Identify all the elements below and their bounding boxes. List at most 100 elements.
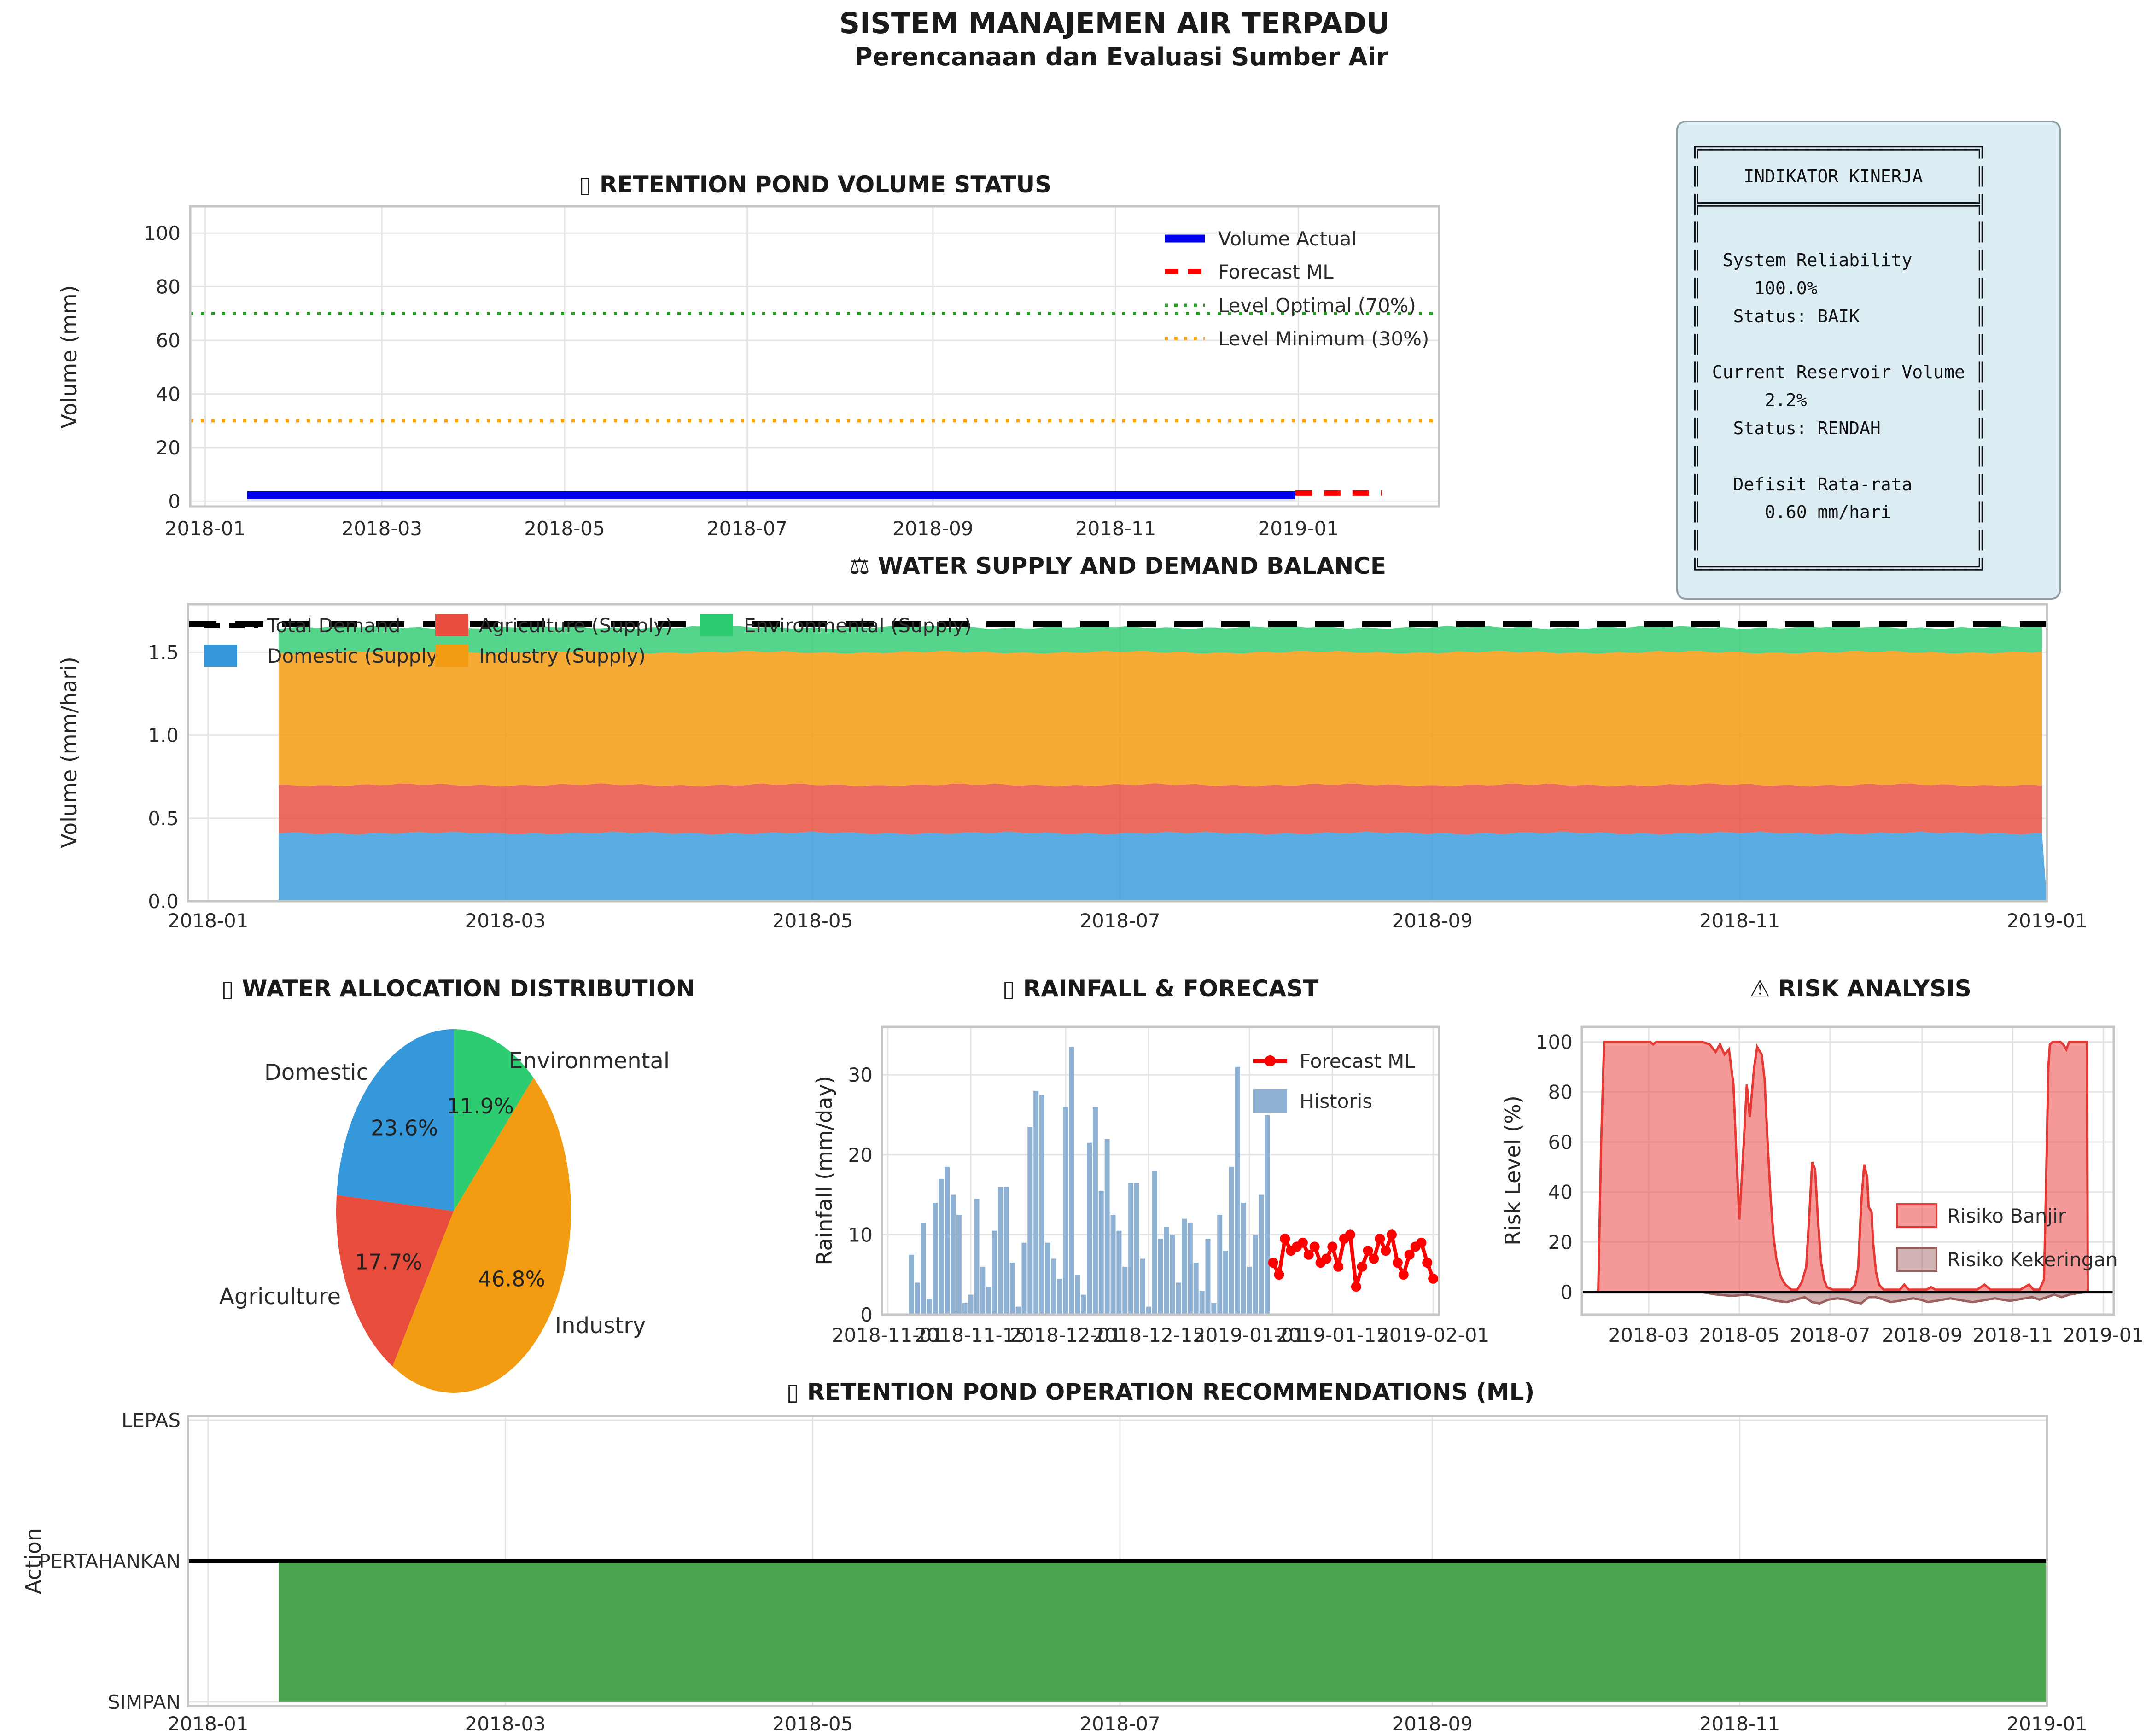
legend-label: Environmental (Supply) bbox=[744, 614, 972, 637]
plot-frame bbox=[187, 603, 2048, 903]
rain-bar bbox=[974, 1199, 980, 1315]
x-tick-label: 2019-01-15 bbox=[1276, 1324, 1388, 1346]
y-tick-label: 0 bbox=[860, 1304, 873, 1326]
rain-bar bbox=[1193, 1263, 1199, 1315]
rain-bar bbox=[997, 1187, 1003, 1315]
stack-layer-2 bbox=[278, 783, 2042, 835]
x-tick-label: 2018-07 bbox=[1079, 909, 1160, 932]
x-tick-label: 2019-01 bbox=[2063, 1324, 2144, 1346]
stack-layer-1 bbox=[278, 831, 2047, 901]
y-tick-label: 80 bbox=[1548, 1081, 1573, 1103]
x-tick-label: 2019-01-01 bbox=[1193, 1324, 1306, 1346]
rain-bar bbox=[968, 1294, 974, 1315]
rain-bar bbox=[1063, 1107, 1068, 1315]
rain-bar bbox=[1021, 1242, 1027, 1315]
x-tick-label: 2018-09 bbox=[1392, 909, 1473, 932]
legend-label: Risiko Kekeringan bbox=[1947, 1248, 2118, 1271]
x-tick-label: 2018-01 bbox=[168, 909, 249, 932]
rain-bar bbox=[1027, 1127, 1033, 1315]
indicator-text: ╔══════════════════════════╗ ║ INDIKATOR… bbox=[1691, 138, 1986, 578]
rain-bar bbox=[980, 1266, 986, 1315]
x-tick-label: 2018-05 bbox=[1699, 1324, 1780, 1346]
x-tick-label: 2018-11-01 bbox=[832, 1324, 944, 1346]
x-tick-label: 2018-07 bbox=[1790, 1324, 1871, 1346]
rain-bar bbox=[1092, 1107, 1098, 1315]
forecast-marker bbox=[1321, 1253, 1332, 1264]
rain-bar bbox=[927, 1299, 932, 1315]
rain-bar bbox=[1122, 1266, 1128, 1315]
rain-bar bbox=[1134, 1183, 1140, 1315]
x-tick-label: 2019-02-01 bbox=[1377, 1324, 1489, 1346]
rain-bar bbox=[1003, 1187, 1009, 1315]
rain-bar bbox=[1015, 1306, 1021, 1315]
forecast-marker bbox=[1303, 1249, 1314, 1260]
x-tick-label: 2018-03 bbox=[465, 1713, 546, 1735]
pie-slice-agriculture bbox=[336, 1195, 454, 1367]
x-tick-label: 2018-03 bbox=[1608, 1324, 1689, 1346]
y-tick-label: 60 bbox=[1548, 1131, 1573, 1153]
y-tick-label: 30 bbox=[848, 1064, 873, 1086]
rain-bar bbox=[1164, 1227, 1169, 1315]
x-tick-label: 2018-05 bbox=[524, 517, 605, 540]
forecast-marker bbox=[1387, 1229, 1397, 1240]
y-tick-label: 0.5 bbox=[148, 807, 179, 830]
drought-risk-area bbox=[1702, 1291, 2084, 1305]
legend-label: Level Optimal (70%) bbox=[1218, 294, 1416, 317]
y-tick-label: 20 bbox=[156, 437, 181, 459]
legend-label: Industry (Supply) bbox=[479, 645, 646, 667]
pie-pct-label: 23.6% bbox=[371, 1115, 438, 1140]
recommendation-chart-title: ▯ RETENTION POND OPERATION RECOMMENDATIO… bbox=[786, 1379, 1535, 1405]
rain-bar bbox=[950, 1194, 956, 1315]
rain-bar bbox=[1241, 1202, 1246, 1315]
forecast-marker bbox=[1280, 1234, 1290, 1244]
rain-bar bbox=[1223, 1251, 1229, 1315]
rain-bar bbox=[992, 1230, 997, 1315]
x-tick-label: 2018-03 bbox=[341, 517, 422, 540]
forecast-marker bbox=[1309, 1241, 1320, 1252]
legend-sample bbox=[700, 614, 733, 636]
rain-bar bbox=[1098, 1190, 1104, 1315]
forecast-marker bbox=[1351, 1282, 1361, 1292]
volume-chart: 0 20 40 60 80 100 2018-01 2018-03 2018-05 2018-07… bbox=[144, 205, 1440, 540]
forecast-marker bbox=[1398, 1270, 1409, 1280]
allocation-pie-chart: 23.6% Domestic 17.7% Agriculture 46.8% Indust… bbox=[219, 1029, 670, 1393]
pie-slice-environmental bbox=[454, 1029, 534, 1211]
rain-bar bbox=[1039, 1095, 1045, 1315]
rain-bar bbox=[1140, 1258, 1145, 1315]
x-tick-label: 2018-12-15 bbox=[1092, 1324, 1205, 1346]
legend-label: Domestic (Supply) bbox=[267, 645, 445, 667]
legend-sample bbox=[1896, 1247, 1937, 1272]
volume-chart-title: ▯ RETENTION POND VOLUME STATUS bbox=[578, 171, 1052, 198]
rain-bar bbox=[1247, 1266, 1252, 1315]
forecast-marker bbox=[1274, 1270, 1284, 1280]
page-subtitle: Perencanaan dan Evaluasi Sumber Air bbox=[854, 42, 1388, 71]
legend-label: Agriculture (Supply) bbox=[479, 614, 672, 637]
legend-sample bbox=[435, 614, 468, 636]
y-tick-label: 20 bbox=[1548, 1231, 1573, 1253]
pie-slice-industry bbox=[392, 1078, 571, 1393]
rain-bar bbox=[1104, 1139, 1110, 1315]
rain-bar bbox=[1087, 1142, 1092, 1315]
legend-label: Volume Actual bbox=[1218, 227, 1357, 250]
y-tick-label: 0 bbox=[1560, 1281, 1573, 1304]
x-tick-label: 2019-01 bbox=[2006, 1713, 2088, 1735]
forecast-marker bbox=[1357, 1261, 1367, 1272]
rain-bar bbox=[1199, 1290, 1205, 1315]
allocation-chart-title: ▯ WATER ALLOCATION DISTRIBUTION bbox=[221, 975, 695, 1002]
legend-label: Total Demand bbox=[267, 614, 401, 637]
rain-bar bbox=[1033, 1090, 1039, 1315]
legend-label: Risiko Banjir bbox=[1947, 1205, 2066, 1227]
legend-label: Forecast ML bbox=[1300, 1050, 1415, 1072]
rain-bar bbox=[1110, 1214, 1116, 1315]
y-tick-label: 100 bbox=[144, 222, 181, 245]
y-tick-label: LEPAS bbox=[122, 1409, 181, 1432]
rain-bar bbox=[939, 1178, 944, 1315]
rain-bar bbox=[1069, 1047, 1074, 1315]
risk-chart-title: ⚠ RISK ANALYSIS bbox=[1749, 975, 1971, 1002]
rain-bar bbox=[1217, 1214, 1223, 1315]
pie-slice-label: Industry bbox=[555, 1313, 646, 1339]
rain-bar bbox=[915, 1282, 920, 1315]
x-tick-label: 2018-11 bbox=[1699, 1713, 1780, 1735]
x-tick-label: 2019-01 bbox=[1258, 517, 1339, 540]
